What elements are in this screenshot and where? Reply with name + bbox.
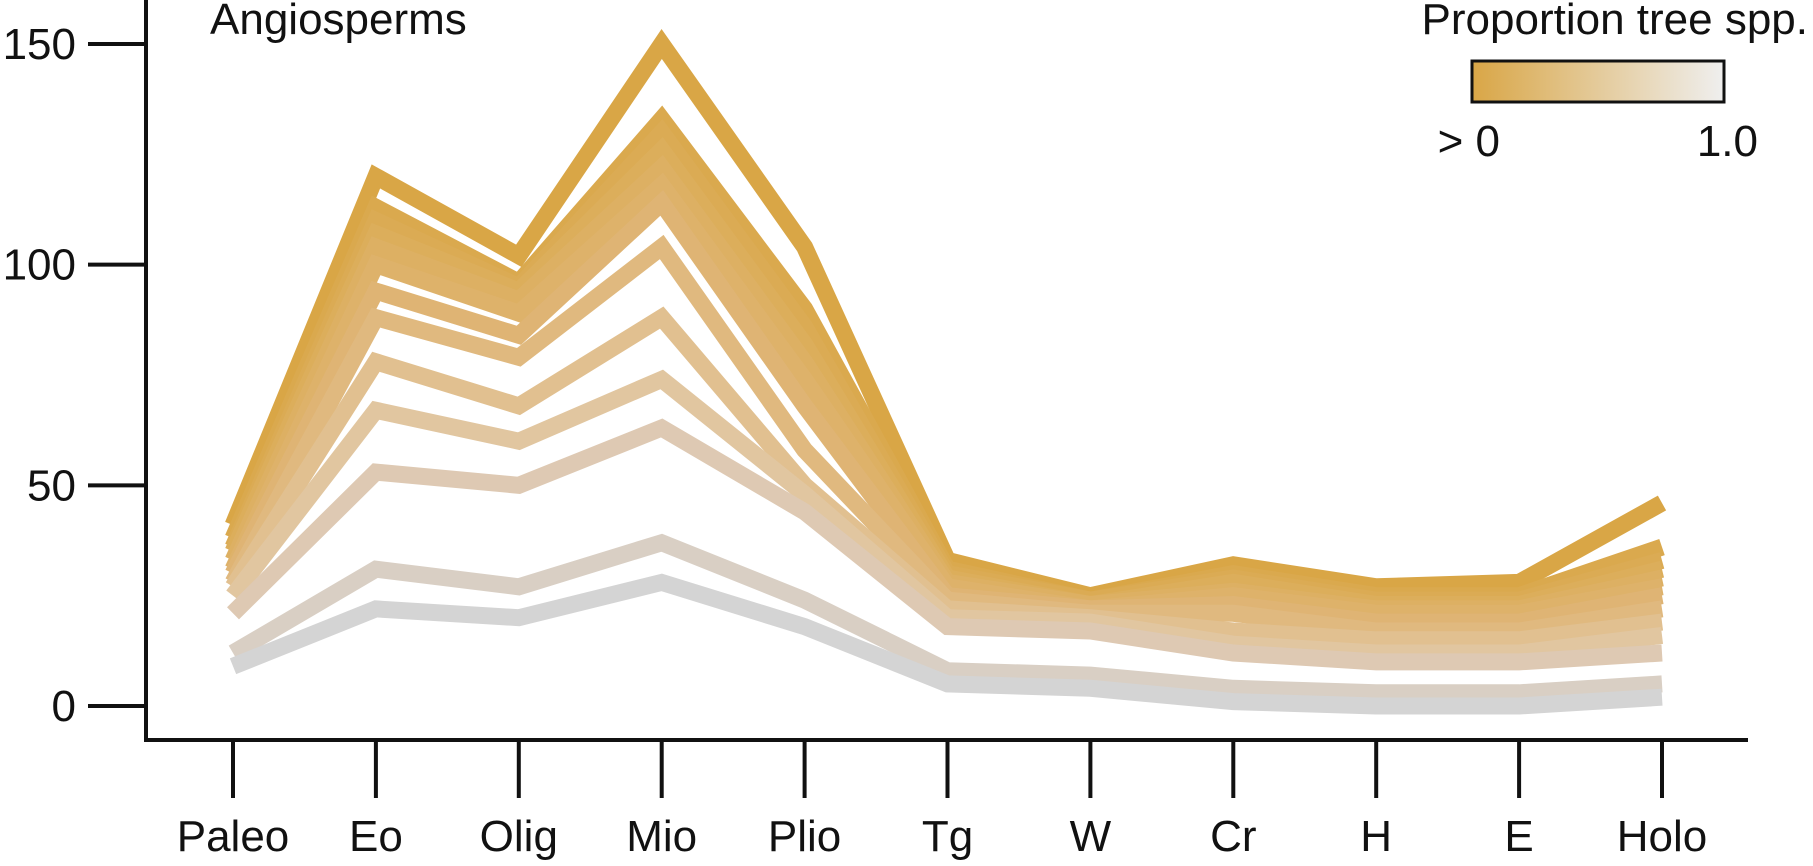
x-tick-label: E <box>1504 812 1533 861</box>
x-tick-label: W <box>1070 812 1112 861</box>
y-tick-label: 0 <box>52 682 76 731</box>
y-tick-label: 150 <box>3 20 76 69</box>
y-tick-label: 50 <box>27 461 76 510</box>
x-ticks: Paleo Eo Olig Mio Plio Tg W Cr H E Holo <box>177 742 1708 861</box>
legend: Proportion tree spp. > 0 1.0 <box>1422 0 1808 166</box>
x-tick-label: Eo <box>349 812 403 861</box>
series-line-13 <box>229 573 1663 715</box>
x-tick-label: Tg <box>922 812 973 861</box>
x-tick-label: Cr <box>1210 812 1256 861</box>
legend-colorbar <box>1470 59 1726 104</box>
legend-high-label: 1.0 <box>1697 117 1758 166</box>
x-tick-label: Holo <box>1617 812 1708 861</box>
legend-title: Proportion tree spp. <box>1422 0 1808 44</box>
legend-low-label: > 0 <box>1438 117 1500 166</box>
series-layer <box>225 29 1667 715</box>
axes <box>144 0 1748 742</box>
series-line-12 <box>228 533 1663 702</box>
series-line-3 <box>225 118 1665 609</box>
x-tick-label: Paleo <box>177 812 290 861</box>
x-tick-label: Mio <box>626 812 697 861</box>
y-ticks: 0 50 100 150 <box>3 20 146 731</box>
x-tick-label: Plio <box>768 812 841 861</box>
y-tick-label: 100 <box>3 241 76 290</box>
x-tick-label: Olig <box>480 812 558 861</box>
series-line-2 <box>225 105 1665 609</box>
panel-title: Angiosperms <box>210 0 467 44</box>
series-line-11 <box>227 418 1663 671</box>
x-tick-label: H <box>1360 812 1392 861</box>
